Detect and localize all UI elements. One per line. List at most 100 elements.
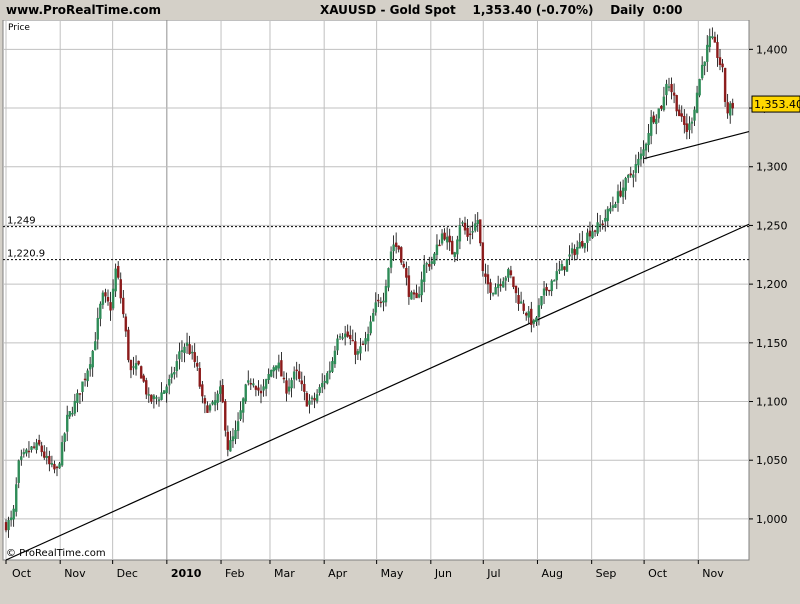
x-tick-label: Nov (64, 567, 86, 580)
trendline (643, 130, 750, 160)
candle-down (402, 263, 405, 268)
candle-down (43, 451, 46, 458)
candle-up (420, 279, 423, 296)
candle-down (78, 393, 82, 395)
candle-up (392, 244, 395, 252)
price-chart-svg[interactable]: 1,249 1,220.9 Oct Nov Dec 2010 Feb Mar Apr May Ju… (0, 19, 800, 600)
candle-down (680, 113, 683, 117)
candle-up (433, 253, 436, 265)
candle-down (512, 276, 515, 288)
candle-up (550, 280, 553, 292)
candle-up (96, 317, 100, 340)
candle-up (604, 217, 607, 222)
y-tick-label: 1,050 (756, 454, 788, 467)
candle-up (167, 379, 171, 386)
candle-down (581, 241, 584, 247)
candle-down (40, 445, 43, 453)
candle-down (451, 240, 454, 255)
candle-up (372, 313, 375, 322)
candle-up (290, 380, 293, 389)
candle-down (295, 369, 298, 372)
candle-up (45, 456, 48, 458)
candle-up (364, 338, 367, 345)
candle-up (73, 400, 77, 414)
candle-down (463, 222, 467, 231)
candle-down (619, 190, 622, 197)
candle-up (323, 380, 326, 383)
candle-up (101, 292, 105, 305)
level-label: 1,249 (7, 216, 36, 227)
candle-up (315, 394, 319, 402)
plot-area (2, 19, 750, 561)
candle-down (660, 105, 663, 109)
x-tick-label: Jul (486, 567, 500, 580)
candle-up (657, 108, 660, 119)
candle-up (616, 191, 620, 204)
candle-up (241, 398, 245, 413)
candle-down (83, 378, 87, 381)
candle-down (721, 63, 724, 68)
candle-down (313, 398, 316, 401)
site-name[interactable]: www.ProRealTime.com (6, 3, 161, 17)
candle-down (509, 270, 513, 276)
candle-up (558, 269, 561, 271)
candle-up (173, 372, 176, 375)
panel-label: Price (8, 23, 30, 33)
candle-up (208, 405, 212, 411)
candle-up (14, 484, 18, 512)
candle-down (198, 368, 202, 387)
candle-up (568, 254, 571, 257)
last-price-change: 1,353.40 (-0.70%) (472, 3, 594, 17)
candle-up (65, 414, 69, 432)
candle-down (346, 331, 349, 337)
candle-up (425, 263, 428, 265)
candle-up (336, 338, 339, 351)
candle-up (476, 220, 479, 225)
candle-down (670, 83, 673, 93)
candle-up (611, 205, 615, 208)
price-chart[interactable]: 1,249 1,220.9 Oct Nov Dec 2010 Feb Mar Apr May Ju… (0, 19, 800, 600)
candle-down (489, 282, 492, 293)
candle-up (644, 143, 648, 151)
candle-up (359, 346, 362, 354)
candle-down (629, 173, 632, 176)
candle-up (333, 350, 337, 365)
candle-down (254, 386, 258, 390)
candle-up (356, 351, 360, 355)
candle-down (683, 116, 686, 125)
candle-up (94, 341, 97, 351)
candle-up (578, 242, 581, 249)
candle-down (394, 242, 398, 247)
candle-down (224, 401, 227, 431)
candle-down (468, 233, 472, 236)
candle-down (726, 102, 729, 114)
candle-up (22, 452, 26, 455)
candle-up (111, 288, 115, 309)
candle-down (731, 102, 734, 109)
candle-up (71, 413, 74, 415)
candle-up (216, 393, 219, 403)
candle-up (218, 386, 222, 394)
candle-up (165, 386, 168, 394)
candle-down (547, 289, 551, 292)
trendline (5, 223, 750, 561)
candle-down (361, 343, 365, 346)
candle-down (137, 360, 140, 365)
candle-down (713, 36, 717, 43)
candle-up (12, 508, 15, 520)
candle-down (129, 360, 133, 371)
candle-up (63, 433, 66, 443)
candle-up (9, 517, 13, 521)
candle-up (435, 244, 439, 255)
candle-up (366, 333, 370, 342)
candle-up (382, 300, 385, 303)
candle-up (532, 320, 536, 324)
candle-down (718, 57, 722, 66)
x-tick-label: Oct (12, 567, 32, 580)
candle-down (678, 109, 681, 117)
candle-up (267, 374, 270, 381)
candle-up (639, 153, 643, 160)
candle-down (481, 242, 485, 272)
last-price-label: 1,353.40 (754, 98, 800, 111)
candle-up (627, 174, 630, 178)
